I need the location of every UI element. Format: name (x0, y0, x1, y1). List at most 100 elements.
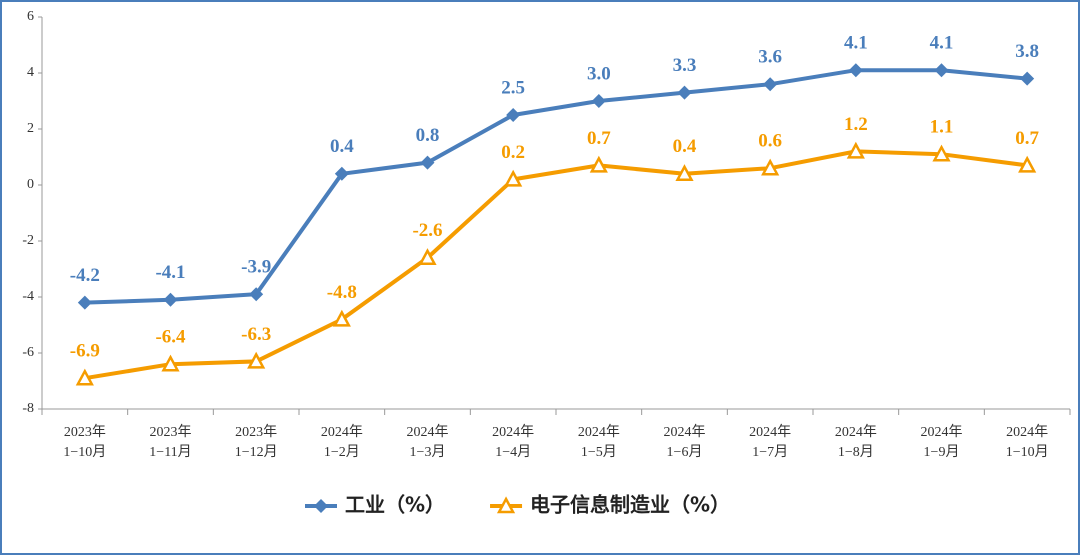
x-tick-line: 2023年 (150, 424, 192, 440)
data-label: -4.2 (70, 265, 100, 286)
point (506, 108, 521, 122)
point (848, 63, 863, 78)
data-label: 0.7 (1015, 128, 1039, 149)
x-tick-line: 1−3月 (410, 444, 446, 460)
x-tick-label: 2023年 1−11月 (149, 424, 191, 460)
x-tick-line: 2024年 (664, 424, 706, 440)
series-line (84, 149, 1028, 381)
x-tick-label: 2024年 1−7月 (749, 424, 791, 460)
x-tick-line: 1−12月 (235, 444, 278, 460)
data-label: 4.1 (844, 33, 868, 54)
point (247, 351, 266, 369)
data-label: -2.6 (412, 220, 442, 241)
point (846, 141, 865, 159)
data-label: 3.0 (587, 63, 611, 84)
point (418, 248, 437, 266)
point (932, 144, 951, 162)
point (161, 354, 180, 372)
x-tick-line: 1−5月 (581, 444, 617, 460)
x-tick-line: 1−10月 (63, 444, 106, 460)
data-label: 3.6 (758, 47, 782, 68)
x-tick-label: 2024年 1−8月 (835, 424, 877, 460)
x-tick-line: 2024年 (749, 424, 791, 440)
x-tick-line: 2023年 (64, 424, 106, 440)
x-tick-line: 2024年 (578, 424, 620, 440)
point (163, 292, 178, 307)
data-label: 1.1 (930, 117, 954, 138)
point (504, 169, 523, 187)
point (1020, 71, 1035, 86)
x-tick-line: 2024年 (492, 424, 534, 440)
y-tick-label: 6 (27, 9, 34, 24)
data-label: 0.6 (758, 131, 782, 152)
x-tick-line: 1−7月 (752, 444, 788, 460)
point (675, 164, 694, 182)
data-label: 1.2 (844, 114, 868, 135)
y-tick-label: -4 (22, 289, 34, 304)
x-tick-label: 2024年 1−5月 (578, 424, 620, 460)
point (1018, 155, 1037, 173)
point (249, 287, 264, 302)
x-tick-line: 2024年 (835, 424, 877, 440)
point (591, 94, 606, 108)
point (763, 77, 778, 92)
x-tick-line: 1−4月 (495, 444, 531, 460)
x-tick-line: 1−11月 (149, 444, 191, 460)
legend-label: 工业（%） (345, 493, 445, 517)
data-label: -6.4 (155, 327, 186, 348)
point (677, 85, 692, 100)
data-label: 0.7 (587, 128, 611, 149)
x-tick-line: 1−2月 (324, 444, 360, 460)
data-label: 0.4 (673, 136, 697, 157)
data-label: 0.2 (501, 142, 525, 163)
x-tick-label: 2024年 1−9月 (921, 424, 963, 460)
data-label: 3.8 (1015, 41, 1039, 62)
x-tick-line: 1−10月 (1006, 444, 1049, 460)
x-tick-line: 1−6月 (667, 444, 703, 460)
y-tick-label: -2 (22, 233, 34, 248)
point (496, 496, 516, 514)
point (761, 158, 780, 176)
legend-label: 电子信息制造业（%） (530, 493, 730, 517)
point (334, 166, 349, 181)
series-line (84, 68, 1028, 305)
data-label: -4.1 (155, 262, 185, 283)
x-tick-line: 1−9月 (924, 444, 960, 460)
x-tick-line: 2024年 (1006, 424, 1048, 440)
y-tick-label: 0 (27, 177, 34, 192)
y-tick-label: 2 (27, 121, 34, 136)
point (934, 63, 949, 78)
data-label: 0.8 (416, 125, 440, 146)
y-tick-label: -6 (22, 345, 34, 360)
x-tick-line: 1−8月 (838, 444, 874, 460)
x-tick-label: 2024年 1−3月 (407, 424, 449, 460)
x-tick-line: 2024年 (321, 424, 363, 440)
data-label: -3.9 (241, 257, 271, 278)
point (75, 368, 94, 386)
x-tick-label: 2024年 1−2月 (321, 424, 363, 460)
point (314, 499, 328, 513)
data-label: 3.3 (673, 55, 697, 76)
x-tick-label: 2023年 1−10月 (63, 424, 106, 460)
x-tick-line: 2023年 (235, 424, 277, 440)
data-label: -6.3 (241, 324, 271, 345)
x-tick-line: 2024年 (921, 424, 963, 440)
x-tick-line: 2024年 (407, 424, 449, 440)
x-tick-label: 2023年 1−12月 (235, 424, 278, 460)
data-label: 4.1 (930, 33, 954, 54)
data-label: 2.5 (501, 77, 525, 98)
y-tick-label: -8 (22, 401, 34, 416)
point (420, 155, 435, 170)
x-tick-label: 2024年 1−10月 (1006, 424, 1049, 460)
x-tick-label: 2024年 1−6月 (664, 424, 706, 460)
data-label: -6.9 (70, 341, 100, 362)
point (332, 309, 351, 327)
y-tick-label: 4 (27, 65, 34, 80)
point (589, 155, 608, 173)
data-label: 0.4 (330, 136, 354, 157)
x-tick-label: 2024年 1−4月 (492, 424, 534, 460)
point (77, 295, 92, 310)
data-label: -4.8 (327, 282, 357, 303)
